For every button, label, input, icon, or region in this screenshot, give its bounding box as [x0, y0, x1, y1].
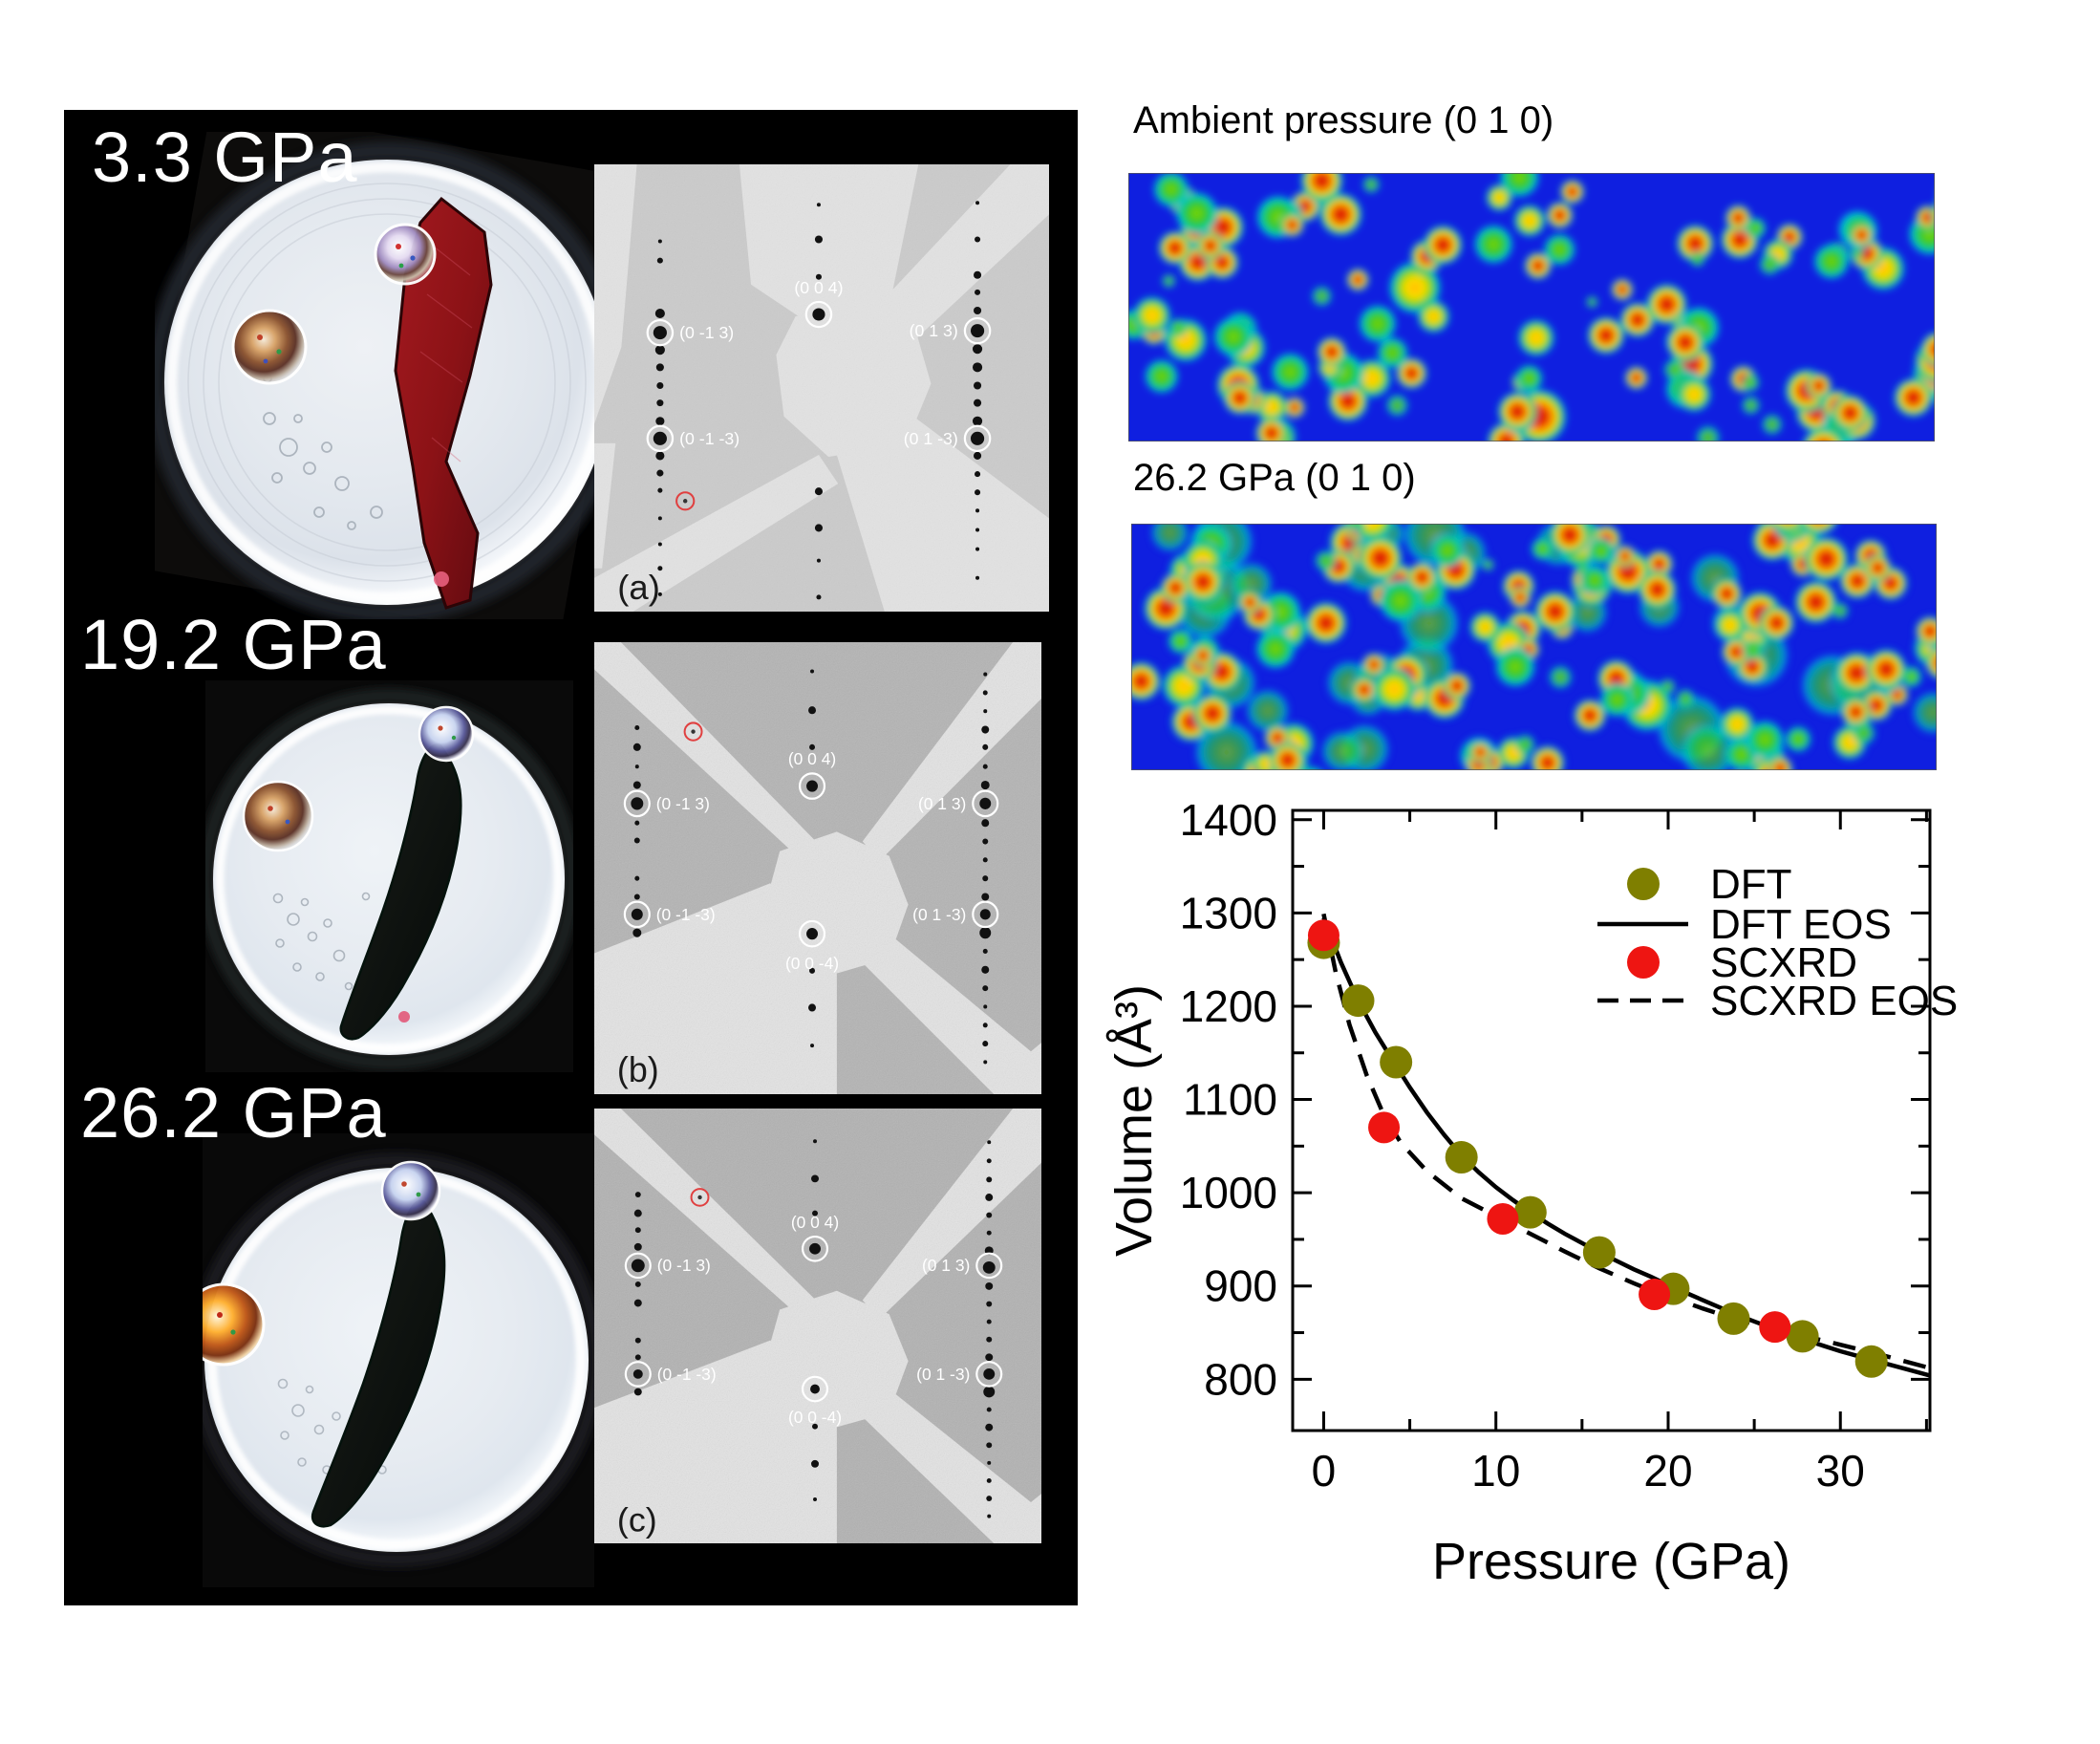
- density-map-title-26gpa: 26.2 GPa (0 1 0): [1133, 457, 1416, 499]
- svg-text:(0 0 4): (0 0 4): [791, 1213, 839, 1232]
- density-map-title-ambient: Ambient pressure (0 1 0): [1133, 99, 1554, 141]
- svg-text:1400: 1400: [1180, 795, 1277, 845]
- svg-text:(0 -1 3): (0 -1 3): [679, 323, 734, 342]
- svg-text:10: 10: [1471, 1446, 1520, 1496]
- svg-text:(0 -1 3): (0 -1 3): [656, 794, 710, 813]
- density-map-ambient: [1128, 173, 1935, 441]
- pressure-label-1: 3.3 GPa: [92, 118, 358, 197]
- svg-text:(a): (a): [617, 568, 660, 607]
- svg-text:SCXRD EOS: SCXRD EOS: [1710, 978, 1958, 1024]
- svg-text:(0 0 -4): (0 0 -4): [785, 954, 839, 973]
- svg-text:(0 1 -3): (0 1 -3): [916, 1365, 970, 1384]
- svg-text:1300: 1300: [1180, 888, 1277, 937]
- volume-pressure-chart: 0 10 20 30 800 900 1000 1100 1200 1300 1400 Pressur…: [1105, 795, 1958, 1590]
- svg-text:900: 900: [1204, 1261, 1277, 1311]
- sample-photo-3-3gpa: [155, 132, 613, 619]
- svg-text:(0 -1 -3): (0 -1 -3): [656, 905, 716, 924]
- svg-text:(0 0 4): (0 0 4): [794, 278, 843, 297]
- svg-text:(b): (b): [617, 1049, 659, 1088]
- svg-text:DFT EOS: DFT EOS: [1710, 901, 1892, 948]
- svg-text:(0 -1 -3): (0 -1 -3): [679, 429, 739, 448]
- svg-text:Volume (Å³): Volume (Å³): [1105, 984, 1163, 1257]
- svg-text:30: 30: [1816, 1446, 1865, 1496]
- svg-text:(0 1 -3): (0 1 -3): [912, 905, 966, 924]
- sample-photo-19-2gpa: [205, 680, 573, 1072]
- svg-text:(0 -1 3): (0 -1 3): [657, 1256, 711, 1275]
- svg-text:(0 0 -4): (0 0 -4): [788, 1408, 842, 1427]
- svg-text:1200: 1200: [1180, 981, 1277, 1031]
- svg-text:SCXRD: SCXRD: [1710, 939, 1857, 986]
- svg-text:1000: 1000: [1180, 1168, 1277, 1217]
- diffraction-pattern-a: (0 -1 3) (0 1 3) (0 -1 -3) (0 1 -3) (0 0 4) (…: [594, 164, 1049, 612]
- diffraction-pattern-b: (0 -1 3) (0 1 3) (0 -1 -3) (0 1 -3) (0 0 4) (…: [594, 642, 1041, 1094]
- sample-photo-26-2gpa: [203, 1133, 594, 1587]
- svg-text:(0 1 -3): (0 1 -3): [904, 429, 958, 448]
- svg-text:800: 800: [1204, 1354, 1277, 1404]
- density-map-26gpa: [1131, 524, 1937, 770]
- svg-text:(0 1 3): (0 1 3): [910, 321, 958, 340]
- svg-text:(0 1 3): (0 1 3): [918, 794, 966, 813]
- pressure-label-3: 26.2 GPa: [80, 1073, 387, 1152]
- svg-text:DFT: DFT: [1710, 861, 1792, 908]
- svg-text:1100: 1100: [1183, 1075, 1277, 1125]
- pressure-label-2: 19.2 GPa: [80, 605, 387, 684]
- svg-text:Pressure (GPa): Pressure (GPa): [1432, 1533, 1790, 1590]
- diffraction-pattern-c: (0 -1 3) (0 1 3) (0 -1 -3) (0 1 -3) (0 0 4) (…: [594, 1109, 1041, 1543]
- svg-text:(0 1 3): (0 1 3): [922, 1256, 970, 1275]
- svg-text:(0 0 4): (0 0 4): [788, 749, 836, 768]
- svg-text:20: 20: [1643, 1446, 1692, 1496]
- svg-text:(0 -1 -3): (0 -1 -3): [657, 1365, 717, 1384]
- svg-text:0: 0: [1312, 1446, 1337, 1496]
- svg-text:(c): (c): [617, 1501, 657, 1539]
